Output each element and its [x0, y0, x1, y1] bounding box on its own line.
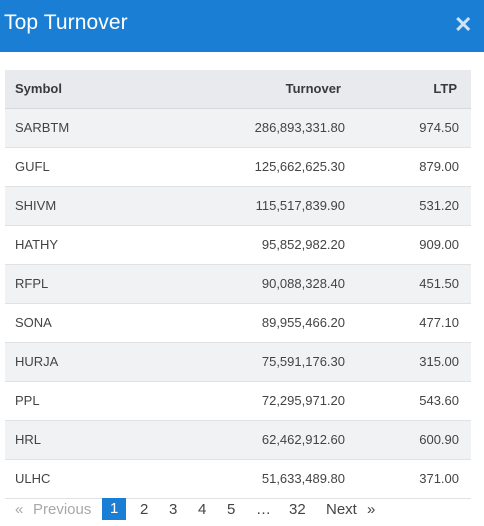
next-arrow-icon[interactable]: »	[367, 501, 376, 518]
previous-page-link: Previous	[33, 501, 92, 518]
page-link-32[interactable]: 32	[289, 501, 306, 518]
table-row[interactable]: SONA 89,955,466.20 477.10	[5, 303, 471, 342]
pagination-ellipsis: …	[256, 501, 271, 518]
cell-turnover: 75,591,176.30	[261, 354, 345, 369]
cell-ltp: 315.00	[419, 354, 459, 369]
cell-ltp: 531.20	[419, 198, 459, 213]
previous-arrow-icon: «	[15, 501, 24, 518]
column-header-ltp[interactable]: LTP	[433, 81, 457, 97]
column-header-symbol[interactable]: Symbol	[15, 81, 62, 97]
cell-symbol: PPL	[15, 393, 40, 408]
modal-header: Top Turnover ✕	[0, 0, 484, 52]
cell-ltp: 879.00	[419, 159, 459, 174]
table-row[interactable]: SARBTM 286,893,331.80 974.50	[5, 108, 471, 147]
cell-turnover: 125,662,625.30	[254, 159, 345, 174]
cell-turnover: 62,462,912.60	[261, 432, 345, 447]
page-link-3[interactable]: 3	[169, 501, 178, 518]
pagination: « Previous 1 2 3 4 5 … 32 Next »	[0, 497, 484, 523]
cell-turnover: 51,633,489.80	[261, 471, 345, 486]
page-link-5[interactable]: 5	[227, 501, 236, 518]
table-row[interactable]: ULHC 51,633,489.80 371.00	[5, 459, 471, 498]
cell-symbol: HURJA	[15, 354, 59, 369]
table-row[interactable]: HURJA 75,591,176.30 315.00	[5, 342, 471, 381]
page-link-2[interactable]: 2	[140, 501, 149, 518]
cell-ltp: 451.50	[419, 276, 459, 291]
close-icon[interactable]: ✕	[454, 12, 473, 37]
cell-symbol: SHIVM	[15, 198, 57, 213]
cell-ltp: 371.00	[419, 471, 459, 486]
page-link-1[interactable]: 1	[102, 498, 127, 520]
cell-ltp: 543.60	[419, 393, 459, 408]
table-row[interactable]: PPL 72,295,971.20 543.60	[5, 381, 471, 420]
cell-ltp: 974.50	[419, 120, 459, 135]
table-row[interactable]: RFPL 90,088,328.40 451.50	[5, 264, 471, 303]
next-page-link[interactable]: Next	[326, 501, 357, 518]
cell-symbol: HATHY	[15, 237, 59, 252]
cell-symbol: HRL	[15, 432, 42, 447]
column-header-turnover[interactable]: Turnover	[285, 81, 341, 97]
cell-turnover: 90,088,328.40	[261, 276, 345, 291]
cell-ltp: 600.90	[419, 432, 459, 447]
cell-ltp: 909.00	[419, 237, 459, 252]
cell-symbol: SONA	[15, 315, 52, 330]
table-row[interactable]: HRL 62,462,912.60 600.90	[5, 420, 471, 459]
table-row[interactable]: HATHY 95,852,982.20 909.00	[5, 225, 471, 264]
table-row[interactable]: GUFL 125,662,625.30 879.00	[5, 147, 471, 186]
cell-symbol: SARBTM	[15, 120, 70, 135]
turnover-table: Symbol Turnover LTP SARBTM 286,893,331.8…	[5, 70, 471, 499]
turnover-table-container: Symbol Turnover LTP SARBTM 286,893,331.8…	[5, 70, 471, 499]
cell-turnover: 95,852,982.20	[261, 237, 345, 252]
cell-turnover: 115,517,839.90	[255, 198, 345, 213]
cell-symbol: ULHC	[15, 471, 51, 486]
table-header-row: Symbol Turnover LTP	[5, 70, 471, 108]
table-row[interactable]: SHIVM 115,517,839.90 531.20	[5, 186, 471, 225]
cell-turnover: 72,295,971.20	[261, 393, 345, 408]
cell-symbol: RFPL	[15, 276, 49, 291]
cell-turnover: 286,893,331.80	[254, 120, 345, 135]
page-link-4[interactable]: 4	[198, 501, 207, 518]
cell-turnover: 89,955,466.20	[261, 315, 345, 330]
cell-ltp: 477.10	[419, 315, 459, 330]
modal-title: Top Turnover	[4, 11, 128, 34]
cell-symbol: GUFL	[15, 159, 50, 174]
